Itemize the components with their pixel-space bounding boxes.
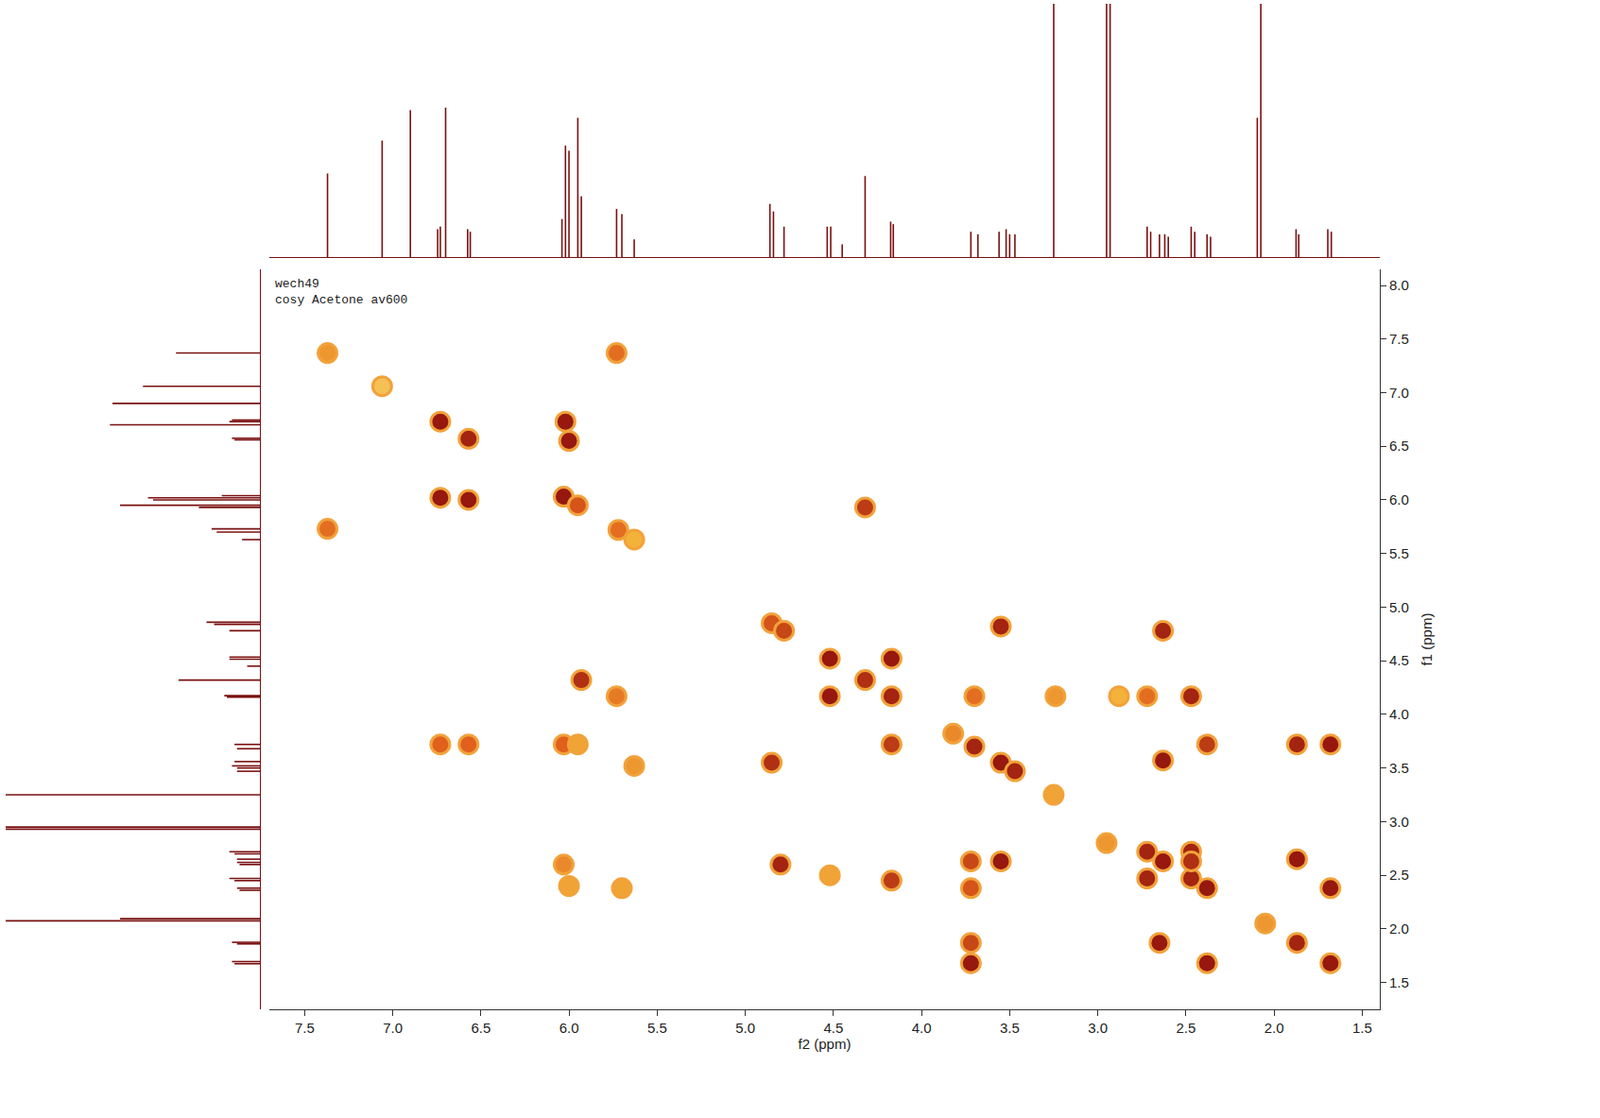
svg-text:2.0: 2.0 [1389, 920, 1410, 937]
svg-text:wech49: wech49 [275, 276, 320, 292]
svg-text:5.5: 5.5 [647, 1019, 668, 1036]
svg-text:f2 (ppm): f2 (ppm) [798, 1035, 852, 1052]
svg-text:f1 (ppm): f1 (ppm) [1418, 613, 1435, 667]
svg-text:2.0: 2.0 [1264, 1019, 1285, 1036]
svg-text:4.0: 4.0 [911, 1019, 932, 1036]
svg-text:2.5: 2.5 [1175, 1019, 1196, 1036]
svg-text:4.5: 4.5 [823, 1019, 844, 1036]
svg-text:7.0: 7.0 [1389, 384, 1410, 401]
svg-text:5.5: 5.5 [1389, 545, 1410, 562]
svg-text:6.5: 6.5 [1389, 437, 1410, 454]
svg-text:5.0: 5.0 [735, 1019, 756, 1036]
svg-text:6.0: 6.0 [559, 1019, 580, 1036]
svg-text:4.5: 4.5 [1389, 652, 1410, 669]
svg-text:6.5: 6.5 [470, 1019, 491, 1036]
svg-text:cosy Acetone av600: cosy Acetone av600 [275, 292, 408, 308]
svg-text:7.5: 7.5 [1389, 330, 1410, 347]
svg-text:8.0: 8.0 [1389, 276, 1410, 293]
svg-text:2.5: 2.5 [1389, 866, 1410, 883]
svg-text:3.0: 3.0 [1389, 813, 1410, 830]
svg-text:7.0: 7.0 [382, 1019, 403, 1036]
svg-text:3.5: 3.5 [1389, 759, 1410, 776]
svg-text:6.0: 6.0 [1389, 491, 1410, 508]
svg-text:4.0: 4.0 [1389, 705, 1410, 723]
svg-text:5.0: 5.0 [1389, 599, 1410, 616]
svg-text:1.5: 1.5 [1352, 1019, 1373, 1036]
svg-text:7.5: 7.5 [294, 1019, 315, 1036]
svg-text:1.5: 1.5 [1389, 974, 1410, 991]
svg-text:3.5: 3.5 [999, 1019, 1020, 1036]
svg-text:3.0: 3.0 [1087, 1019, 1108, 1036]
